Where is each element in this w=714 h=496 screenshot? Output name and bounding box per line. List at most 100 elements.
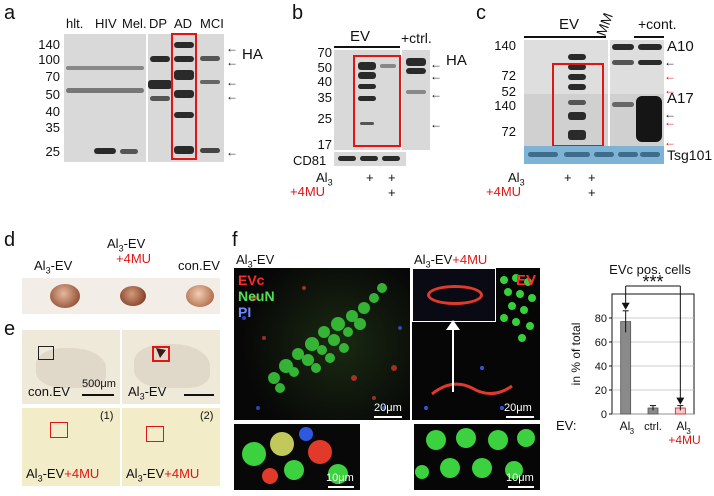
x-tick-label-extra: +4MU (668, 433, 700, 447)
label-sub: 3 (45, 265, 51, 276)
arrow-icon: ← (430, 57, 442, 71)
title-sub: 3 (247, 259, 253, 270)
evc-signal (156, 348, 166, 358)
tile-label-sub: 3 (139, 391, 145, 402)
panel-c-row2-val: + (588, 185, 596, 200)
significance-label: *** (642, 272, 663, 292)
title-tail: -EV (430, 252, 453, 267)
mw-marker: 17 (317, 137, 332, 152)
lane-label-hlt: hlt. (66, 16, 84, 31)
arrow-icon: ← (430, 87, 442, 101)
arrow-down-icon (676, 397, 685, 405)
roi-box (152, 346, 170, 362)
panel-e-tile-3: (1) Al3-EV+4MU (22, 408, 120, 486)
lane-label-mel: Mel. (122, 16, 147, 31)
roi-box (38, 346, 54, 360)
panel-b-header-line (334, 46, 400, 48)
mw-marker: 40 (45, 104, 60, 119)
panel-b-row1-val: + (388, 170, 396, 185)
inset-zoom-box (412, 268, 496, 322)
channel-label-pi: PI (238, 304, 252, 320)
row1-sub: 3 (327, 177, 333, 188)
mw-marker: 25 (45, 144, 60, 159)
evc-positive-cells-chart: EVc pos. cells 0 20 40 60 80 in % of total *** E… (556, 262, 701, 447)
panel-b-letter: b (292, 2, 304, 24)
panel-e-tile-2: Al3-EV (122, 330, 220, 404)
mw-marker: 100 (38, 52, 60, 67)
mw-marker: 72 (501, 124, 516, 139)
row1-sub: 3 (519, 177, 525, 188)
panel-c-header-line (524, 36, 606, 38)
lane-label-ad: AD (174, 16, 193, 31)
arrow-icon: ← (430, 69, 442, 83)
panel-c-header-line-2 (634, 36, 664, 38)
panel-c-loading-blot (524, 146, 664, 164)
micrograph-bottom-right: 10μm (414, 424, 540, 490)
tile-label-tail: -EV (144, 384, 167, 399)
panel-a-ha-label: HA (242, 46, 263, 63)
eye-cup-sample (50, 284, 80, 308)
panel-b-row2-label: +4MU (290, 184, 326, 199)
x-tick-label-sub: 3 (686, 427, 691, 436)
panel-e-letter: e (4, 318, 16, 340)
scale-bar (184, 394, 214, 396)
panel-d-photo (22, 278, 220, 314)
mw-marker: 25 (317, 111, 332, 126)
scale-bar-label: 10μm (326, 472, 354, 484)
panel-c-row2-label: +4MU (486, 184, 522, 199)
tile-number: (1) (100, 410, 114, 422)
panel-c-letter: c (476, 2, 486, 24)
arrow-icon: ← (664, 55, 676, 69)
ev-label: EV (516, 272, 537, 289)
panel-e-tile-1: con.EV 500μm (22, 330, 120, 404)
x-tick-label: Al (676, 419, 687, 433)
y-tick-label: 20 (595, 385, 607, 397)
arrow-icon: ← (226, 89, 238, 103)
panel-c-blot-top (524, 40, 664, 94)
panel-b-row2-val: + (388, 185, 396, 200)
panel-c-a10-label: A10 (667, 38, 694, 55)
panel-b-row1-label: Al3 (316, 170, 333, 188)
roi-box (50, 422, 68, 438)
scale-bar (374, 416, 402, 418)
panel-c-blot-bottom (524, 94, 664, 146)
panel-c-header-ev: EV (559, 16, 580, 33)
row1-label: Al (316, 170, 328, 185)
bar (620, 321, 632, 415)
panel-c-header-mm: MM (592, 10, 616, 38)
tile-label: Al3-EV+4MU (26, 466, 99, 484)
panel-c-a17-label: A17 (667, 90, 694, 107)
lane-label-dp: DP (149, 16, 168, 31)
lane-label-mci: MCI (200, 16, 224, 31)
x-tick-label: ctrl. (644, 421, 662, 433)
y-tick-label: 60 (595, 337, 607, 349)
scale-bar (506, 416, 534, 418)
tile-number: (2) (200, 410, 214, 422)
scale-bar-label: 10μm (506, 472, 534, 484)
panel-b-loading-blot (334, 152, 406, 166)
panel-b-ha-label: HA (446, 52, 467, 69)
x-tick-label: Al (620, 419, 631, 433)
x-axis-prefix: EV: (556, 418, 576, 433)
label-main: Al (107, 236, 119, 251)
mw-marker: 140 (494, 98, 516, 113)
tile-label-sub: 3 (37, 473, 43, 484)
panel-d-letter: d (4, 229, 16, 251)
mw-marker: 50 (45, 87, 60, 102)
mw-marker: 35 (317, 90, 332, 105)
arrow-icon: ← (430, 117, 442, 131)
micrograph-right: EV 20μm (412, 268, 540, 420)
channel-label-evc: EVc (238, 272, 265, 288)
mw-marker: 35 (45, 120, 60, 135)
mw-marker: 70 (317, 45, 332, 60)
mw-marker: 52 (501, 84, 516, 99)
tile-label: Al3-EV (128, 384, 166, 402)
tile-label-tail: -EV (42, 466, 65, 481)
arrow-down-icon (621, 302, 630, 310)
panel-a-blot (64, 34, 224, 162)
scale-bar-label: 20μm (504, 402, 532, 414)
title-main: Al (236, 252, 248, 267)
panel-c-loading-label: Tsg101 (667, 147, 713, 163)
panel-c-header-cont: +cont. (638, 16, 677, 32)
tile-label-main: Al (126, 466, 138, 481)
